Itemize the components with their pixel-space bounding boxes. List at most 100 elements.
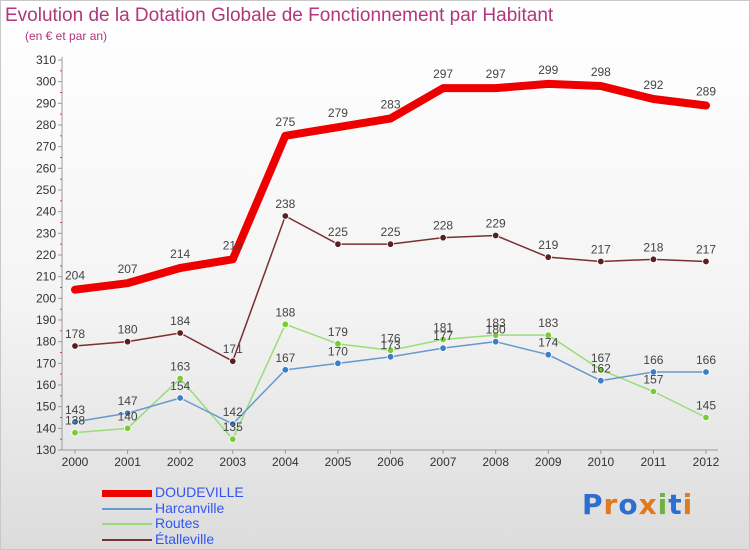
logo-letter: o <box>618 488 639 521</box>
data-label: 225 <box>380 225 400 239</box>
data-label: 225 <box>328 225 348 239</box>
data-label: 188 <box>275 305 295 319</box>
y-tick-label: 190 <box>36 313 56 327</box>
data-label: 143 <box>65 403 85 417</box>
data-label: 228 <box>433 219 453 233</box>
data-point <box>176 374 184 383</box>
logo-letter: i <box>682 488 694 521</box>
legend-swatch <box>102 538 152 541</box>
chart-subtitle: (en € et par an) <box>25 29 108 43</box>
data-point <box>176 394 184 402</box>
data-label: 299 <box>538 63 558 77</box>
data-label: 292 <box>643 78 663 92</box>
x-tick-label: 2012 <box>693 455 720 469</box>
data-point <box>544 331 552 339</box>
data-label: 140 <box>118 409 138 423</box>
series-line-doudeville <box>71 79 710 294</box>
y-tick-label: 180 <box>36 335 56 349</box>
data-label: 170 <box>328 344 348 358</box>
data-point <box>597 376 605 385</box>
data-label: 166 <box>643 353 663 367</box>
legend-label: Étalleville <box>155 530 215 547</box>
data-label: 279 <box>328 106 348 120</box>
data-point <box>176 329 184 337</box>
data-point <box>229 435 237 443</box>
data-label: 145 <box>696 399 716 413</box>
x-tick-label: 2005 <box>325 455 352 469</box>
y-tick-label: 170 <box>36 356 56 370</box>
data-point <box>491 337 500 346</box>
chart-title: Evolution de la Dotation Globale de Fonc… <box>5 5 554 26</box>
data-label: 183 <box>538 316 558 330</box>
data-point <box>544 350 552 359</box>
data-label: 166 <box>696 353 716 367</box>
data-label: 167 <box>275 351 295 365</box>
data-point <box>544 253 552 261</box>
data-point <box>702 413 710 422</box>
data-label: 218 <box>643 240 663 254</box>
x-tick-label: 2003 <box>219 455 246 469</box>
data-point <box>71 342 79 350</box>
data-label: 181 <box>433 321 453 335</box>
logo-letter: x <box>638 488 658 521</box>
x-tick-label: 2004 <box>272 455 299 469</box>
data-point <box>334 240 342 248</box>
data-label: 177 <box>433 329 453 343</box>
data-label: 178 <box>65 327 85 341</box>
data-point <box>229 357 237 365</box>
data-label: 167 <box>591 351 611 365</box>
y-tick-label: 230 <box>36 226 56 240</box>
y-tick-label: 150 <box>36 400 56 414</box>
data-point <box>334 359 342 368</box>
data-point <box>334 340 342 348</box>
data-label: 283 <box>380 98 400 112</box>
x-tick-label: 2001 <box>114 455 141 469</box>
data-label: 229 <box>486 217 506 231</box>
data-label: 154 <box>170 379 190 393</box>
data-point <box>281 366 290 374</box>
data-label: 173 <box>380 338 400 352</box>
data-label: 297 <box>486 67 506 81</box>
x-tick-label: 2011 <box>641 455 667 469</box>
proxiti-logo: Proxiti <box>582 488 693 521</box>
data-point <box>597 257 605 266</box>
x-tick-label: 2002 <box>167 455 194 469</box>
data-label: 176 <box>380 331 400 345</box>
data-label: 238 <box>275 197 295 211</box>
data-point <box>123 409 132 417</box>
data-label: 138 <box>65 414 85 428</box>
y-tick-label: 210 <box>36 270 56 284</box>
data-point <box>649 255 658 264</box>
x-tick-label: 2008 <box>482 455 509 469</box>
data-point <box>702 368 710 376</box>
y-tick-label: 130 <box>36 443 56 457</box>
data-label: 275 <box>275 115 295 129</box>
data-label: 147 <box>118 394 138 408</box>
data-label: 217 <box>696 243 716 257</box>
y-tick-label: 200 <box>36 291 56 305</box>
y-tick-label: 300 <box>36 75 56 89</box>
x-tick-label: 2007 <box>430 455 457 469</box>
data-label: 297 <box>433 67 453 81</box>
legend-label: Routes <box>155 515 200 531</box>
data-label: 135 <box>223 420 243 434</box>
data-point <box>71 428 79 437</box>
y-tick-label: 310 <box>36 53 56 67</box>
data-label: 157 <box>643 373 663 387</box>
y-tick-label: 220 <box>36 248 56 262</box>
data-point <box>491 231 500 240</box>
data-point <box>702 257 710 266</box>
y-tick-label: 160 <box>36 378 56 392</box>
data-point <box>123 337 132 346</box>
data-point <box>229 420 237 428</box>
data-point <box>386 353 395 361</box>
data-point <box>597 366 605 374</box>
data-point <box>281 212 290 220</box>
legend-swatch <box>102 489 152 497</box>
data-label: 218 <box>223 238 243 252</box>
x-tick-label: 2006 <box>377 455 404 469</box>
y-tick-label: 270 <box>36 140 56 154</box>
data-point <box>439 335 447 344</box>
logo-letter: t <box>668 488 683 521</box>
